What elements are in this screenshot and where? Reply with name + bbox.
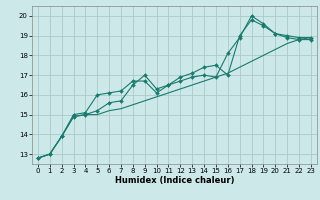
X-axis label: Humidex (Indice chaleur): Humidex (Indice chaleur) xyxy=(115,176,234,185)
